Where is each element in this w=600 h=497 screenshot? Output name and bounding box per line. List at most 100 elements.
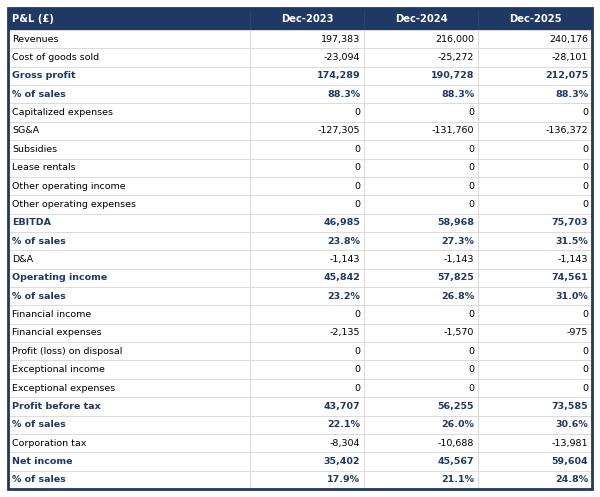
Text: D&A: D&A — [12, 255, 33, 264]
Text: Revenues: Revenues — [12, 35, 59, 44]
Bar — [478, 30, 592, 48]
Bar — [364, 85, 478, 103]
Text: 0: 0 — [468, 347, 474, 356]
Text: 74,561: 74,561 — [551, 273, 588, 282]
Text: -1,143: -1,143 — [330, 255, 360, 264]
Bar — [250, 305, 364, 324]
Text: Profit before tax: Profit before tax — [12, 402, 101, 411]
Bar — [364, 471, 478, 489]
Bar — [8, 324, 250, 342]
Bar — [478, 287, 592, 305]
Text: Corporation tax: Corporation tax — [12, 438, 86, 448]
Text: -28,101: -28,101 — [551, 53, 588, 62]
Bar — [250, 48, 364, 67]
Bar — [250, 232, 364, 250]
Bar — [8, 214, 250, 232]
Text: 0: 0 — [582, 365, 588, 374]
Text: 35,402: 35,402 — [324, 457, 360, 466]
Bar — [364, 287, 478, 305]
Text: 23.8%: 23.8% — [327, 237, 360, 246]
Bar — [364, 397, 478, 415]
Bar — [364, 269, 478, 287]
Bar — [8, 269, 250, 287]
Bar — [478, 195, 592, 214]
Text: Subsidies: Subsidies — [12, 145, 57, 154]
Bar — [8, 103, 250, 122]
Bar — [364, 397, 478, 415]
Text: 88.3%: 88.3% — [327, 90, 360, 99]
Bar — [364, 67, 478, 85]
Bar — [364, 177, 478, 195]
Bar — [364, 452, 478, 471]
Bar — [364, 434, 478, 452]
Bar — [478, 140, 592, 159]
Bar — [8, 342, 250, 360]
Text: 26.0%: 26.0% — [441, 420, 474, 429]
Bar — [8, 214, 250, 232]
Bar — [478, 305, 592, 324]
Bar — [8, 250, 250, 269]
Text: -975: -975 — [566, 329, 588, 337]
Bar — [250, 85, 364, 103]
Text: -2,135: -2,135 — [330, 329, 360, 337]
Text: -127,305: -127,305 — [318, 126, 360, 136]
Bar — [250, 67, 364, 85]
Bar — [478, 379, 592, 397]
Bar — [8, 177, 250, 195]
Text: Exceptional income: Exceptional income — [12, 365, 105, 374]
Bar — [8, 195, 250, 214]
Bar — [250, 30, 364, 48]
Bar — [8, 471, 250, 489]
Bar — [364, 103, 478, 122]
Bar — [364, 305, 478, 324]
Bar — [478, 214, 592, 232]
Bar — [364, 159, 478, 177]
Bar — [250, 30, 364, 48]
Text: Financial income: Financial income — [12, 310, 91, 319]
Text: 0: 0 — [354, 108, 360, 117]
Bar — [250, 269, 364, 287]
Text: 0: 0 — [582, 310, 588, 319]
Bar — [250, 471, 364, 489]
Text: 30.6%: 30.6% — [555, 420, 588, 429]
Bar — [478, 48, 592, 67]
Text: -1,570: -1,570 — [444, 329, 474, 337]
Text: 88.3%: 88.3% — [555, 90, 588, 99]
Bar — [250, 159, 364, 177]
Text: 56,255: 56,255 — [437, 402, 474, 411]
Bar — [250, 48, 364, 67]
Text: 0: 0 — [468, 145, 474, 154]
Bar — [364, 269, 478, 287]
Text: 73,585: 73,585 — [551, 402, 588, 411]
Bar — [250, 250, 364, 269]
Bar — [250, 360, 364, 379]
Bar — [478, 360, 592, 379]
Text: % of sales: % of sales — [12, 475, 66, 484]
Bar — [8, 8, 250, 30]
Bar — [364, 8, 478, 30]
Text: 0: 0 — [582, 108, 588, 117]
Bar — [478, 471, 592, 489]
Bar — [478, 269, 592, 287]
Text: 88.3%: 88.3% — [441, 90, 474, 99]
Bar — [250, 434, 364, 452]
Bar — [478, 30, 592, 48]
Bar — [478, 397, 592, 415]
Bar — [8, 30, 250, 48]
Bar — [364, 159, 478, 177]
Bar — [250, 415, 364, 434]
Bar — [250, 177, 364, 195]
Text: 24.8%: 24.8% — [555, 475, 588, 484]
Bar — [478, 269, 592, 287]
Bar — [250, 177, 364, 195]
Bar — [250, 397, 364, 415]
Bar — [250, 85, 364, 103]
Bar — [250, 250, 364, 269]
Bar — [8, 452, 250, 471]
Bar — [250, 287, 364, 305]
Bar — [364, 360, 478, 379]
Bar — [8, 305, 250, 324]
Bar — [478, 434, 592, 452]
Text: 240,176: 240,176 — [549, 35, 588, 44]
Bar — [364, 342, 478, 360]
